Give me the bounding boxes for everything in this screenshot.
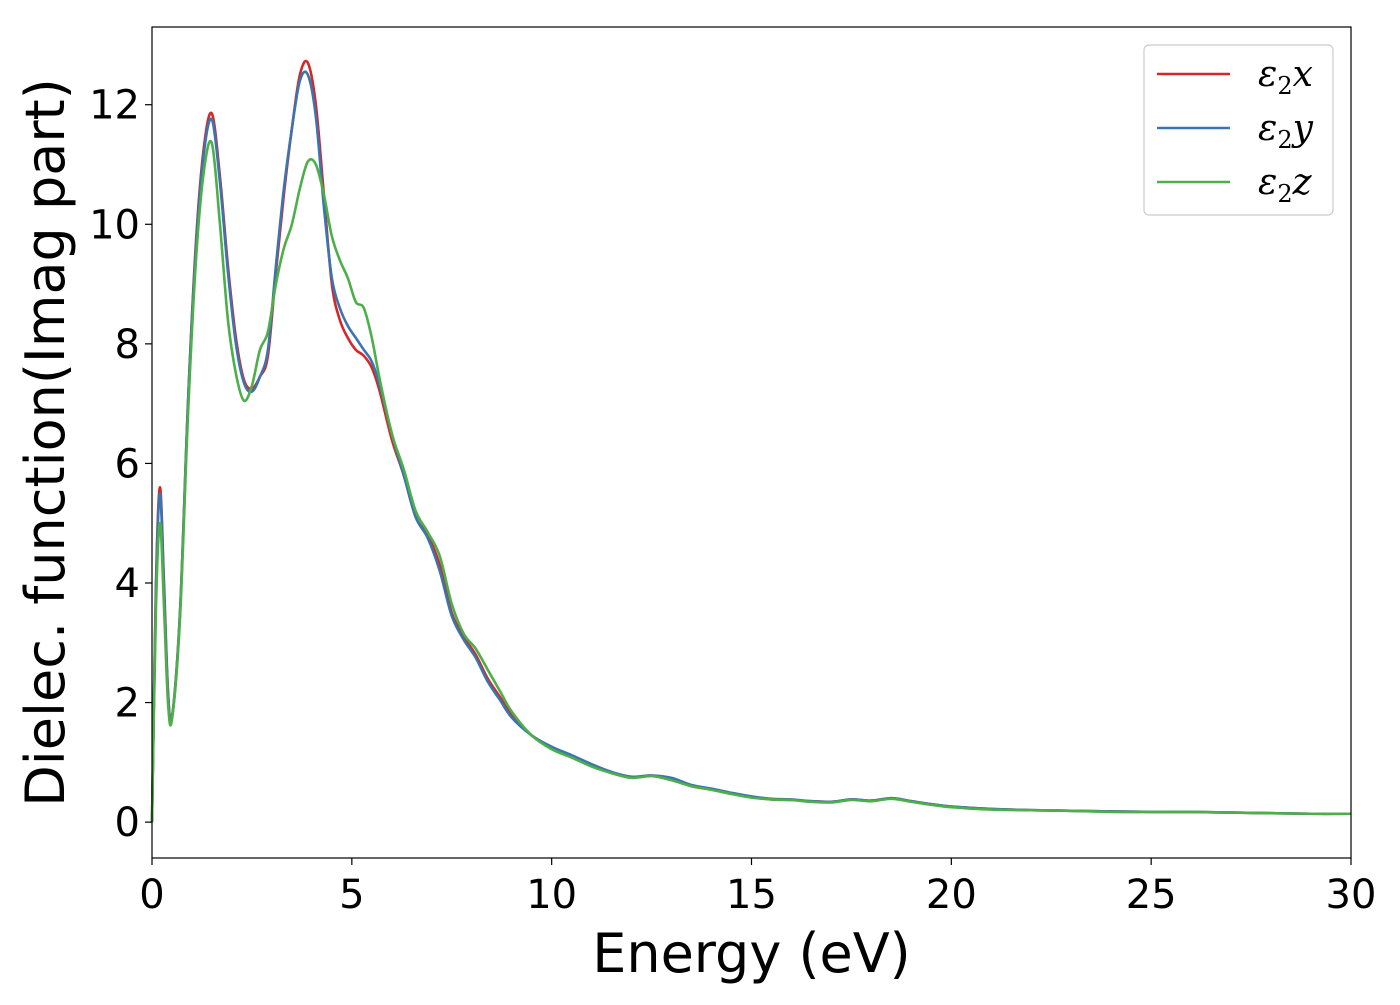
y-tick-label: 12: [89, 83, 140, 129]
legend-label-1: ε2x: [1258, 54, 1313, 100]
x-tick-label: 25: [1126, 872, 1177, 918]
y-tick-label: 6: [115, 441, 140, 487]
y-tick-label: 0: [115, 800, 140, 846]
series-line-3: [150, 139, 1352, 823]
x-tick-label: 10: [526, 872, 577, 918]
y-axis-title: Dielec. function(Imag part): [14, 78, 77, 807]
y-tick-label: 10: [89, 202, 140, 248]
ticks-layer: 0 5 10 15 20 25 30 0 2 4 6 8 10 12: [89, 83, 1376, 918]
x-tick-label: 5: [339, 872, 364, 918]
legend-label-3: ε2z: [1258, 162, 1313, 208]
legend-box: [1143, 44, 1334, 216]
x-axis-title: Energy (eV): [592, 922, 911, 985]
x-tick-label: 20: [926, 872, 977, 918]
series-layer: [150, 59, 1352, 823]
x-tick-label: 0: [139, 872, 164, 918]
x-tick-label: 15: [726, 872, 777, 918]
legend-label-2: ε2y: [1258, 108, 1314, 154]
y-tick-label: 4: [115, 561, 140, 607]
y-tick-label: 2: [115, 681, 140, 727]
x-tick-label: 30: [1326, 872, 1377, 918]
legend: ε2x ε2y ε2z: [1143, 44, 1334, 216]
y-tick-label: 8: [115, 322, 140, 368]
